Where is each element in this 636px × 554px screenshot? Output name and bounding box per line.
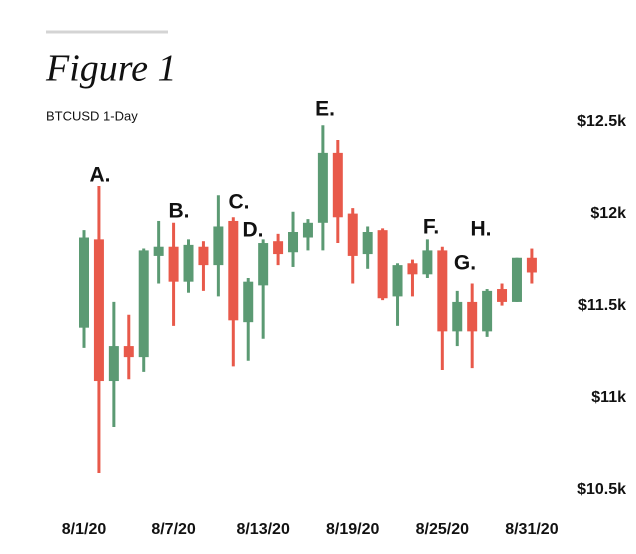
y-tick-label: $11.5k [578, 297, 626, 314]
annotation: D. [243, 219, 264, 242]
candle-body [273, 241, 284, 255]
candle-body [511, 257, 522, 302]
candle-body [482, 290, 493, 332]
annotation: C. [229, 191, 250, 214]
candle-body [526, 257, 537, 273]
y-tick-label: $11k [591, 389, 626, 406]
candle-body [108, 346, 119, 382]
candle-body [288, 232, 299, 253]
x-tick-label: 8/7/20 [151, 521, 196, 538]
y-tick-label: $12k [590, 205, 626, 222]
candle-body [93, 239, 104, 382]
annotation: B. [169, 200, 190, 223]
candle-body [377, 230, 388, 299]
chart-title: Figure 1 [45, 48, 177, 90]
candle-body [79, 237, 89, 328]
candle-body [153, 246, 164, 256]
x-tick-label: 8/31/20 [505, 521, 558, 538]
annotation: E. [315, 98, 335, 121]
candle-body [183, 244, 194, 282]
annotation: F. [423, 216, 439, 239]
candle-body [302, 222, 313, 238]
candle-body [407, 263, 418, 275]
candle-body [213, 226, 224, 266]
candle-body [317, 152, 328, 223]
x-tick-label: 8/19/20 [326, 521, 379, 538]
candle-body [228, 220, 239, 321]
candle-body [243, 281, 254, 323]
candle-body [138, 250, 149, 358]
annotation: H. [471, 218, 492, 241]
annotation: G. [454, 252, 476, 275]
candle-body [362, 232, 373, 255]
x-tick-label: 8/13/20 [236, 521, 289, 538]
chart-subtitle: BTCUSD 1-Day [46, 108, 138, 123]
candle-body [123, 346, 134, 358]
y-tick-label: $10.5k [577, 481, 626, 498]
candle-body [497, 289, 508, 302]
candle-body [168, 246, 179, 282]
candle-body [392, 265, 403, 297]
candle-body [198, 246, 209, 266]
y-tick-label: $12.5k [577, 113, 626, 130]
annotation: A. [90, 164, 111, 187]
candle-body [422, 250, 433, 275]
x-tick-label: 8/25/20 [416, 521, 469, 538]
x-tick-label: 8/1/20 [62, 521, 107, 538]
candle-body [452, 301, 463, 332]
candle-body [437, 250, 448, 332]
candle-body [332, 152, 343, 218]
candle-body [347, 213, 358, 256]
candle-body [467, 301, 478, 332]
candle-body [258, 243, 269, 286]
